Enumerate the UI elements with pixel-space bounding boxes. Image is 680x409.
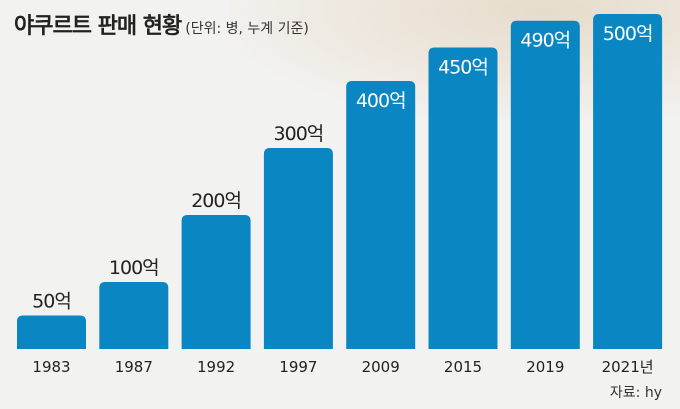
bar-1997 bbox=[263, 148, 333, 349]
chart-header: 야쿠르트 판매 현황 (단위: 병, 누계 기준) bbox=[14, 8, 309, 40]
value-label: 50억 bbox=[32, 291, 71, 313]
x-tick-label: 1992 bbox=[197, 358, 235, 376]
value-label: 200억 bbox=[191, 190, 241, 212]
x-tick-label: 1987 bbox=[115, 358, 153, 376]
value-label: 300억 bbox=[274, 123, 324, 145]
x-tick-label: 1997 bbox=[279, 358, 317, 376]
x-tick-label: 2021년 bbox=[602, 358, 654, 376]
chart-title: 야쿠르트 판매 현황 bbox=[14, 14, 182, 39]
bar-2015 bbox=[428, 47, 498, 349]
x-tick-label: 1983 bbox=[32, 358, 70, 376]
value-label: 490억 bbox=[520, 30, 570, 52]
value-label: 400억 bbox=[356, 90, 406, 112]
x-tick-label: 2009 bbox=[362, 358, 400, 376]
bar-2019 bbox=[510, 20, 580, 349]
bar-1992 bbox=[181, 215, 251, 349]
chart-subtitle: (단위: 병, 누계 기준) bbox=[185, 21, 309, 37]
value-label: 100억 bbox=[109, 257, 159, 279]
value-label: 500억 bbox=[603, 23, 653, 45]
bar-1983 bbox=[17, 315, 86, 349]
x-tick-label: 2019 bbox=[526, 358, 564, 376]
bar-2021년 bbox=[593, 14, 663, 349]
bar-1987 bbox=[99, 282, 169, 349]
bar-2009 bbox=[346, 81, 416, 349]
x-tick-label: 2015 bbox=[444, 358, 482, 376]
value-label: 450억 bbox=[438, 57, 488, 79]
source-note: 자료: hy bbox=[609, 385, 662, 401]
